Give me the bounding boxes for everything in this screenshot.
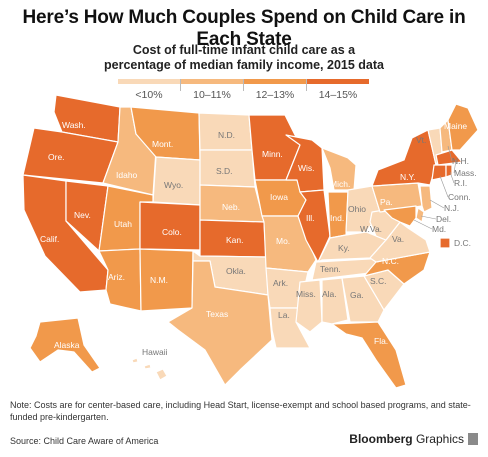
label-wash: Wash. xyxy=(62,120,86,130)
label-nev: Nev. xyxy=(74,210,91,220)
leader-mass xyxy=(453,159,457,174)
label-pa: Pa. xyxy=(380,197,393,207)
chart-subtitle: Cost of full-time infant child care as a… xyxy=(0,43,488,73)
label-nm: N.M. xyxy=(150,275,168,285)
state-ill xyxy=(297,189,331,263)
label-va: Va. xyxy=(392,234,404,244)
legend-label-10-11: 10–11% xyxy=(193,89,231,101)
subtitle-line-1: Cost of full-time infant child care as a xyxy=(132,43,356,57)
label-la: La. xyxy=(278,310,290,320)
leader-lines xyxy=(413,145,457,230)
label-hawaii: Hawaii xyxy=(142,347,168,357)
state-hawaii xyxy=(131,357,168,381)
label-sc: S.C. xyxy=(370,276,387,286)
leader-nh xyxy=(447,145,453,162)
note-text: Note: Costs are for center-based care, i… xyxy=(10,400,471,422)
label-tenn: Tenn. xyxy=(320,264,341,274)
state-colo xyxy=(139,201,201,251)
label-calif: Calif. xyxy=(40,234,59,244)
label-sd: S.D. xyxy=(216,166,233,176)
state-conn xyxy=(431,164,447,181)
legend-label-14-15: 14–15% xyxy=(318,89,358,101)
bloomberg-graphics-logo: Bloomberg Graphics xyxy=(349,432,464,446)
leader-conn xyxy=(439,175,449,198)
leader-ri xyxy=(449,171,455,184)
dc-swatch xyxy=(439,237,451,249)
state-ga xyxy=(341,275,385,323)
source-text: Source: Child Care Aware of America xyxy=(10,436,159,446)
label-ga: Ga. xyxy=(350,290,364,300)
label-nd: N.D. xyxy=(218,130,235,140)
state-fla xyxy=(331,321,407,388)
label-mich: Mich. xyxy=(330,179,350,189)
label-ill: Ill. xyxy=(306,213,315,223)
label-md: Md. xyxy=(432,224,446,234)
us-map: Wash. Ore. Calif. Nev. Idaho Mont. Wyo. … xyxy=(0,88,488,388)
label-utah: Utah xyxy=(114,219,132,229)
label-miss: Miss. xyxy=(296,289,316,299)
legend-swatch-lt10 xyxy=(118,79,180,84)
brand-bold: Bloomberg xyxy=(349,432,413,446)
label-okla: Okla. xyxy=(226,266,246,276)
label-mont: Mont. xyxy=(152,139,173,149)
label-ky: Ky. xyxy=(338,243,350,253)
label-wva: W.Va. xyxy=(360,224,382,234)
legend-swatch-12-13 xyxy=(244,79,306,84)
label-texas: Texas xyxy=(206,309,228,319)
state-ala xyxy=(321,277,349,325)
leader-del xyxy=(420,215,437,220)
state-texas xyxy=(167,260,273,386)
legend-divider xyxy=(180,79,181,91)
label-colo: Colo. xyxy=(162,227,182,237)
us-map-svg: Wash. Ore. Calif. Nev. Idaho Mont. Wyo. … xyxy=(22,94,479,388)
label-iowa: Iowa xyxy=(270,192,288,202)
legend-divider xyxy=(306,79,307,91)
chart-title: Here’s How Much Couples Spend on Child C… xyxy=(22,7,466,50)
label-del: Del. xyxy=(436,214,451,224)
label-wyo: Wyo. xyxy=(164,180,183,190)
leader-md xyxy=(413,219,433,230)
state-alaska xyxy=(29,317,101,373)
legend: <10% 10–11% 12–13% 14–15% xyxy=(118,79,370,109)
label-fla: Fla. xyxy=(374,336,388,346)
label-kan: Kan. xyxy=(226,235,244,245)
label-minn: Minn. xyxy=(262,149,283,159)
label-ariz: Ariz. xyxy=(108,272,125,282)
label-conn: Conn. xyxy=(448,192,471,202)
label-maine: Maine xyxy=(444,121,467,131)
legend-divider xyxy=(243,79,244,91)
label-ala: Ala. xyxy=(322,289,337,299)
legend-label-12-13: 12–13% xyxy=(255,89,295,101)
subtitle-line-2: percentage of median family income, 2015… xyxy=(104,58,384,72)
bloomberg-box-icon xyxy=(468,433,478,445)
legend-swatch-10-11 xyxy=(181,79,243,84)
label-wis: Wis. xyxy=(298,163,315,173)
label-mo: Mo. xyxy=(276,236,290,246)
state-mass xyxy=(435,149,463,166)
label-nh: N.H. xyxy=(452,156,469,166)
label-alaska: Alaska xyxy=(54,340,80,350)
label-vt: Vt. xyxy=(416,135,426,145)
legend-label-lt10: <10% xyxy=(135,89,163,101)
legend-swatch-14-15 xyxy=(307,79,369,84)
label-dc: D.C. xyxy=(454,238,471,248)
label-ark: Ark. xyxy=(273,278,288,288)
label-neb: Neb. xyxy=(222,202,240,212)
state-nj xyxy=(419,185,433,213)
brand-rest: Graphics xyxy=(412,432,464,446)
label-mass: Mass. xyxy=(454,168,477,178)
leader-nj xyxy=(429,199,445,209)
label-ind: Ind. xyxy=(330,213,344,223)
label-ore: Ore. xyxy=(48,152,65,162)
state-del xyxy=(415,207,425,223)
label-ohio: Ohio xyxy=(348,204,366,214)
label-nj: N.J. xyxy=(444,203,459,213)
label-ny: N.Y. xyxy=(400,172,415,182)
label-idaho: Idaho xyxy=(116,170,138,180)
state-label-group: Wash. Ore. Calif. Nev. Idaho Mont. Wyo. … xyxy=(40,120,477,357)
label-nc: N.C. xyxy=(382,256,399,266)
state-miss xyxy=(295,279,323,333)
label-ri: R.I. xyxy=(454,178,467,188)
state-md xyxy=(383,205,417,227)
